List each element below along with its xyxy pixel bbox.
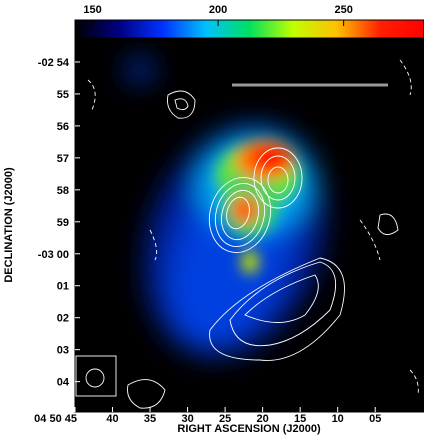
- y-tick-label: 55: [57, 89, 69, 101]
- image-frame: [74, 37, 424, 413]
- y-axis-label: DECLINATION (J2000): [3, 167, 15, 283]
- x-tick-label: 05: [369, 413, 381, 425]
- x-tick-label: 10: [332, 413, 344, 425]
- y-tick-label: 02: [57, 313, 69, 325]
- contours: [75, 59, 419, 409]
- y-tick-label: 57: [57, 153, 69, 165]
- x-tick-label: 25: [219, 413, 231, 425]
- x-tick-label: 35: [144, 413, 156, 425]
- y-tick-label: -03 00: [38, 249, 69, 261]
- y-tick-label: 03: [57, 345, 69, 357]
- x-tick-label: 15: [294, 413, 306, 425]
- emission-core: [216, 140, 300, 274]
- colorbar-tick-label: 150: [83, 4, 101, 16]
- y-tick-label: 01: [57, 281, 69, 293]
- y-tick-label: 04: [57, 377, 70, 389]
- colorbar: [74, 19, 424, 39]
- x-tick-label: 30: [181, 413, 193, 425]
- x-tick-label: 20: [257, 413, 269, 425]
- y-tick-label: 59: [57, 217, 69, 229]
- y-tick-label: 58: [57, 185, 69, 197]
- image: [75, 38, 424, 412]
- colorbar-tick-label: 200: [209, 4, 227, 16]
- colorbar-tick-label: 250: [334, 4, 352, 16]
- x-tick-label: 40: [106, 413, 118, 425]
- y-tick-label: 56: [57, 121, 69, 133]
- x-axis-label: RIGHT ASCENSION (J2000): [177, 423, 321, 435]
- y-tick-label: -02 54: [38, 57, 70, 69]
- x-tick-label: 04 50 45: [34, 413, 77, 425]
